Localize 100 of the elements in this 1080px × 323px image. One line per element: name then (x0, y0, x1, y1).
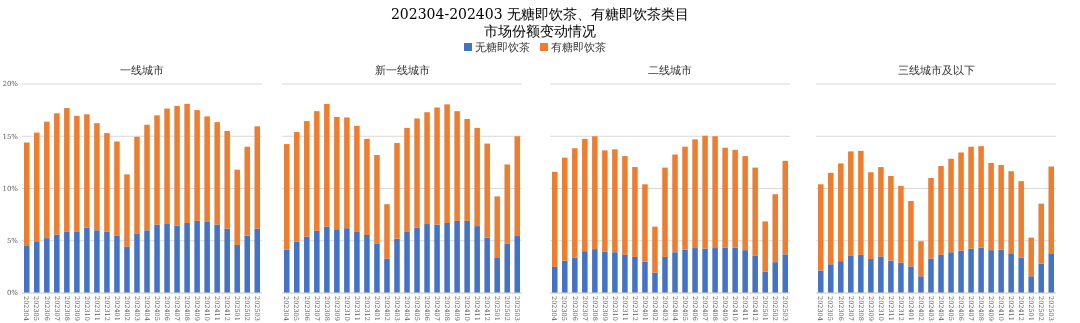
bar (662, 256, 668, 293)
bar (958, 250, 964, 293)
bar (74, 115, 80, 232)
bar (254, 126, 260, 229)
bar (968, 248, 974, 293)
bar (582, 138, 588, 252)
bar (374, 155, 380, 244)
bar (124, 174, 130, 247)
bar (772, 262, 778, 293)
bar (44, 121, 50, 239)
bar (344, 117, 350, 229)
bar (562, 157, 568, 261)
text: 市场份额变动情况 (484, 23, 596, 39)
bar (722, 147, 728, 248)
bar (364, 138, 370, 235)
bar (868, 172, 874, 260)
bar (284, 249, 290, 293)
chart-title: 一线城市 (120, 64, 164, 77)
bar (184, 222, 190, 293)
bar (848, 255, 854, 293)
bar (424, 112, 430, 225)
bar (474, 127, 480, 227)
bar (364, 235, 370, 293)
bar (692, 248, 698, 293)
bar (474, 226, 480, 293)
bar (254, 228, 260, 293)
bar (184, 103, 190, 223)
bar (174, 105, 180, 226)
bar (204, 116, 210, 222)
bar (938, 254, 944, 293)
bar (682, 249, 688, 293)
bar (484, 143, 490, 238)
bar (234, 169, 240, 245)
bar (294, 241, 300, 293)
bar (94, 230, 100, 293)
bar (888, 260, 894, 293)
bar (104, 133, 110, 232)
bar (1028, 276, 1034, 293)
bar (1038, 203, 1044, 264)
bar (454, 111, 460, 221)
bar (562, 260, 568, 293)
bar (592, 136, 598, 250)
bar (652, 272, 658, 293)
bar (34, 132, 40, 242)
bar (314, 111, 320, 231)
bar (124, 246, 130, 293)
bar (612, 149, 618, 253)
bar (444, 104, 450, 223)
bar (988, 162, 994, 251)
bar (164, 224, 170, 293)
bar (642, 184, 648, 262)
bar (642, 261, 648, 293)
bar (404, 231, 410, 293)
bar (908, 201, 914, 267)
bar (998, 249, 1004, 293)
bar (324, 226, 330, 293)
bar (552, 171, 558, 267)
bar (612, 252, 618, 293)
bar (464, 119, 470, 221)
bar (194, 110, 200, 221)
bar (74, 231, 80, 293)
bar (958, 152, 964, 251)
bar (592, 249, 598, 293)
bar (582, 251, 588, 293)
bar (44, 238, 50, 293)
bar (504, 164, 510, 244)
bar (434, 224, 440, 293)
bar (284, 144, 290, 250)
bar (672, 154, 678, 253)
bar (752, 255, 758, 293)
legend-label: 有糖即饮茶 (551, 41, 606, 53)
bar (304, 236, 310, 293)
bar (144, 230, 150, 293)
bar (164, 108, 170, 225)
bar (394, 238, 400, 293)
bar (144, 124, 150, 231)
bar (34, 241, 40, 293)
bar (858, 150, 864, 255)
bar (988, 250, 994, 293)
bar (702, 135, 708, 249)
bar (114, 235, 120, 293)
bar (712, 248, 718, 293)
bar (742, 156, 748, 251)
bar (234, 244, 240, 293)
bar (978, 247, 984, 293)
bar (772, 194, 778, 263)
bar (1038, 263, 1044, 293)
bar (464, 220, 470, 293)
bar (1028, 237, 1034, 277)
bar (224, 131, 230, 229)
bar (782, 160, 788, 255)
bar (1018, 257, 1024, 293)
bar (828, 172, 834, 265)
bar (712, 136, 718, 249)
bar (908, 266, 914, 293)
bar (572, 148, 578, 258)
bar (652, 226, 658, 273)
bar (134, 136, 140, 234)
bar (888, 175, 894, 261)
bar (682, 146, 688, 250)
